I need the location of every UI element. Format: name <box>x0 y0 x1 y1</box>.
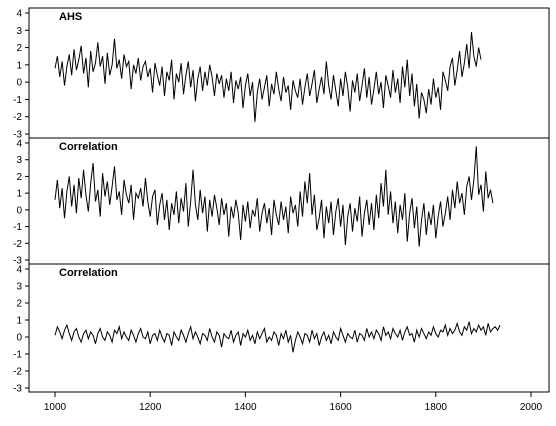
panel-1: -3 -2 -1 0 1 2 3 4 AHS <box>13 7 550 141</box>
x-tick-label: 1800 <box>425 402 448 413</box>
y-tick-label: 1 <box>16 60 22 71</box>
series-line <box>54 321 501 353</box>
y-tick-label: -3 <box>13 384 22 395</box>
series-line <box>54 31 482 122</box>
panel-frame <box>28 263 550 393</box>
series-line <box>54 146 494 247</box>
x-tick-label: 1400 <box>234 402 257 413</box>
panel-frame <box>28 137 550 265</box>
y-tick-label: -1 <box>13 95 22 106</box>
panel-frame <box>28 7 550 139</box>
y-tick-label: 3 <box>16 282 22 293</box>
panel-title: Correlation <box>59 267 118 279</box>
x-tick-label: 1600 <box>329 402 352 413</box>
panel-2: -3 -2 -1 0 1 2 3 4 Correlation <box>13 137 550 267</box>
panel-title: Correlation <box>59 141 118 153</box>
y-tick-label: -2 <box>13 112 22 123</box>
y-tick-label: 1 <box>16 316 22 327</box>
y-tick-label: 0 <box>16 333 22 344</box>
y-tick-label: -2 <box>13 239 22 250</box>
y-tick-label: 3 <box>16 155 22 166</box>
chart-panels: -3 -2 -1 0 1 2 3 4 AHS -3 -2 -1 0 1 2 3 4 Correlation -3 -2… <box>13 7 550 395</box>
y-tick-label: 0 <box>16 205 22 216</box>
y-tick-label: 2 <box>16 299 22 310</box>
y-tick-label: -2 <box>13 367 22 378</box>
panel-title: AHS <box>59 11 82 23</box>
x-tick-label: 2000 <box>520 402 543 413</box>
y-tick-label: -1 <box>13 222 22 233</box>
y-tick-label: 4 <box>16 9 22 20</box>
y-tick-label: -3 <box>13 130 22 141</box>
y-tick-label: 4 <box>16 139 22 150</box>
y-tick-label: 1 <box>16 189 22 200</box>
y-tick-label: 0 <box>16 78 22 89</box>
y-tick-label: -3 <box>13 256 22 267</box>
x-tick-label: 1000 <box>44 402 67 413</box>
y-tick-label: 2 <box>16 172 22 183</box>
panel-3: -3 -2 -1 0 1 2 3 4 Correlation <box>13 263 550 395</box>
x-axis: 1000 1200 1400 1600 1800 2000 <box>44 392 543 413</box>
x-tick-label: 1200 <box>139 402 162 413</box>
y-tick-label: 3 <box>16 26 22 37</box>
y-tick-label: 4 <box>16 265 22 276</box>
y-tick-label: 2 <box>16 43 22 54</box>
y-tick-label: -1 <box>13 350 22 361</box>
